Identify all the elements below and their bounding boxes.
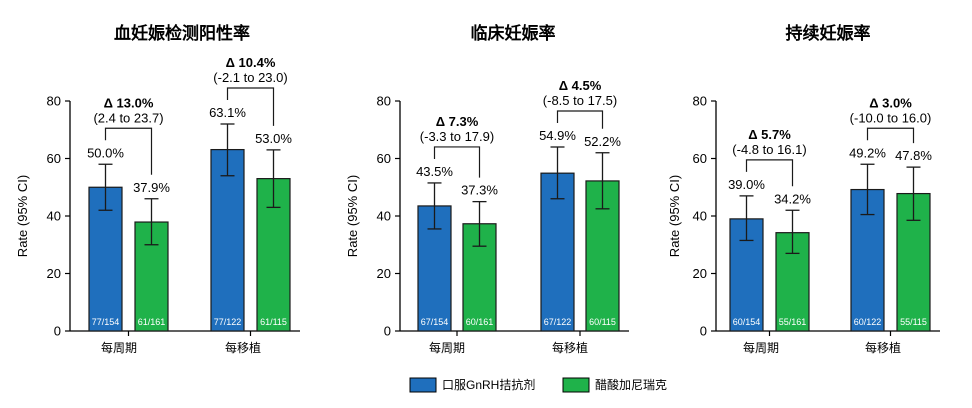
panel-title: 血妊娠检测阳性率 <box>114 23 250 43</box>
delta-bracket <box>433 146 481 178</box>
x-tick-label: 每周期 <box>429 340 465 355</box>
delta-label: Δ 13.0% <box>104 95 154 110</box>
y-axis-label: Rate (95% CI) <box>345 175 360 257</box>
delta-label: Δ 5.7% <box>748 127 791 142</box>
delta-bracket <box>556 110 604 129</box>
delta-label: Δ 10.4% <box>226 55 276 70</box>
legend-label-oral-antagonist: 口服GnRH拮抗剂 <box>442 377 535 392</box>
y-tick-label: 80 <box>47 94 61 109</box>
data-label: 63.1% <box>209 105 246 120</box>
x-tick-label: 每移植 <box>865 340 901 355</box>
y-tick-label: 40 <box>47 209 61 224</box>
bar <box>210 148 245 332</box>
x-tick-label: 每移植 <box>552 340 588 355</box>
data-label: 50.0% <box>87 145 124 160</box>
delta-bracket <box>866 127 915 144</box>
x-tick-label: 每周期 <box>743 340 779 355</box>
legend-swatch-ganirelix <box>562 377 590 393</box>
y-tick-label: 20 <box>47 266 61 281</box>
n-label: 61/161 <box>138 317 166 327</box>
delta-bracket <box>226 87 275 126</box>
y-axis-label: Rate (95% CI) <box>15 175 30 257</box>
delta-ci: (2.4 to 23.7) <box>93 110 163 125</box>
n-label: 77/154 <box>92 317 120 327</box>
n-label: 60/122 <box>854 317 882 327</box>
delta-ci: (-10.0 to 16.0) <box>850 110 932 125</box>
legend-label-ganirelix: 醋酸加尼瑞克 <box>595 377 667 392</box>
y-tick-label: 40 <box>693 209 707 224</box>
delta-ci: (-4.8 to 16.1) <box>732 142 806 157</box>
n-label: 60/161 <box>466 317 494 327</box>
y-tick-label: 60 <box>693 151 707 166</box>
y-tick-label: 0 <box>700 324 707 339</box>
n-label: 55/161 <box>779 317 807 327</box>
data-label: 47.8% <box>895 148 932 163</box>
delta-ci: (-2.1 to 23.0) <box>213 70 287 85</box>
n-label: 60/154 <box>733 317 761 327</box>
panel-2: 持续妊娠率 Rate (95% CI) 0 20 40 60 80 每周期 每移植 39.0%… <box>667 23 940 355</box>
y-tick-label: 60 <box>47 151 61 166</box>
data-label: 54.9% <box>539 128 576 143</box>
y-tick-label: 40 <box>377 209 391 224</box>
y-axis-label: Rate (95% CI) <box>667 175 682 257</box>
y-tick-label: 80 <box>377 94 391 109</box>
legend-swatch-oral-antagonist <box>409 377 437 393</box>
n-label: 60/115 <box>589 317 616 327</box>
panel-1: 临床妊娠率 Rate (95% CI) 0 20 40 60 80 每周期 每移植 43.5%… <box>345 23 629 355</box>
y-tick-label: 0 <box>384 324 391 339</box>
bar <box>729 218 764 332</box>
panel-title: 临床妊娠率 <box>471 23 556 43</box>
delta-ci: (-8.5 to 17.5) <box>543 93 617 108</box>
data-label: 49.2% <box>849 145 886 160</box>
data-label: 34.2% <box>774 191 811 206</box>
legend: 口服GnRH拮抗剂 醋酸加尼瑞克 <box>409 377 667 393</box>
data-label: 37.3% <box>461 183 498 198</box>
delta-label: Δ 7.3% <box>436 114 479 129</box>
data-label: 39.0% <box>728 177 765 192</box>
y-tick-label: 20 <box>377 266 391 281</box>
n-label: 61/115 <box>260 317 287 327</box>
data-label: 37.9% <box>133 180 170 195</box>
y-tick-label: 20 <box>693 266 707 281</box>
delta-ci: (-3.3 to 17.9) <box>420 129 494 144</box>
panel-0: 血妊娠检测阳性率 Rate (95% CI) 0 20 40 60 80 每周期 每移植 50… <box>15 23 300 355</box>
y-tick-label: 0 <box>54 324 61 339</box>
x-tick-label: 每移植 <box>225 340 261 355</box>
data-label: 43.5% <box>416 164 453 179</box>
delta-bracket <box>104 127 153 175</box>
n-label: 67/122 <box>544 317 572 327</box>
x-tick-label: 每周期 <box>101 340 137 355</box>
y-tick-label: 60 <box>377 151 391 166</box>
data-label: 52.2% <box>584 134 621 149</box>
n-label: 55/115 <box>900 317 927 327</box>
delta-label: Δ 4.5% <box>559 78 602 93</box>
y-tick-label: 80 <box>693 94 707 109</box>
delta-label: Δ 3.0% <box>869 95 912 110</box>
n-label: 77/122 <box>214 317 242 327</box>
data-label: 53.0% <box>255 131 292 146</box>
panel-title: 持续妊娠率 <box>786 23 871 43</box>
delta-bracket <box>745 159 794 187</box>
n-label: 67/154 <box>421 317 449 327</box>
